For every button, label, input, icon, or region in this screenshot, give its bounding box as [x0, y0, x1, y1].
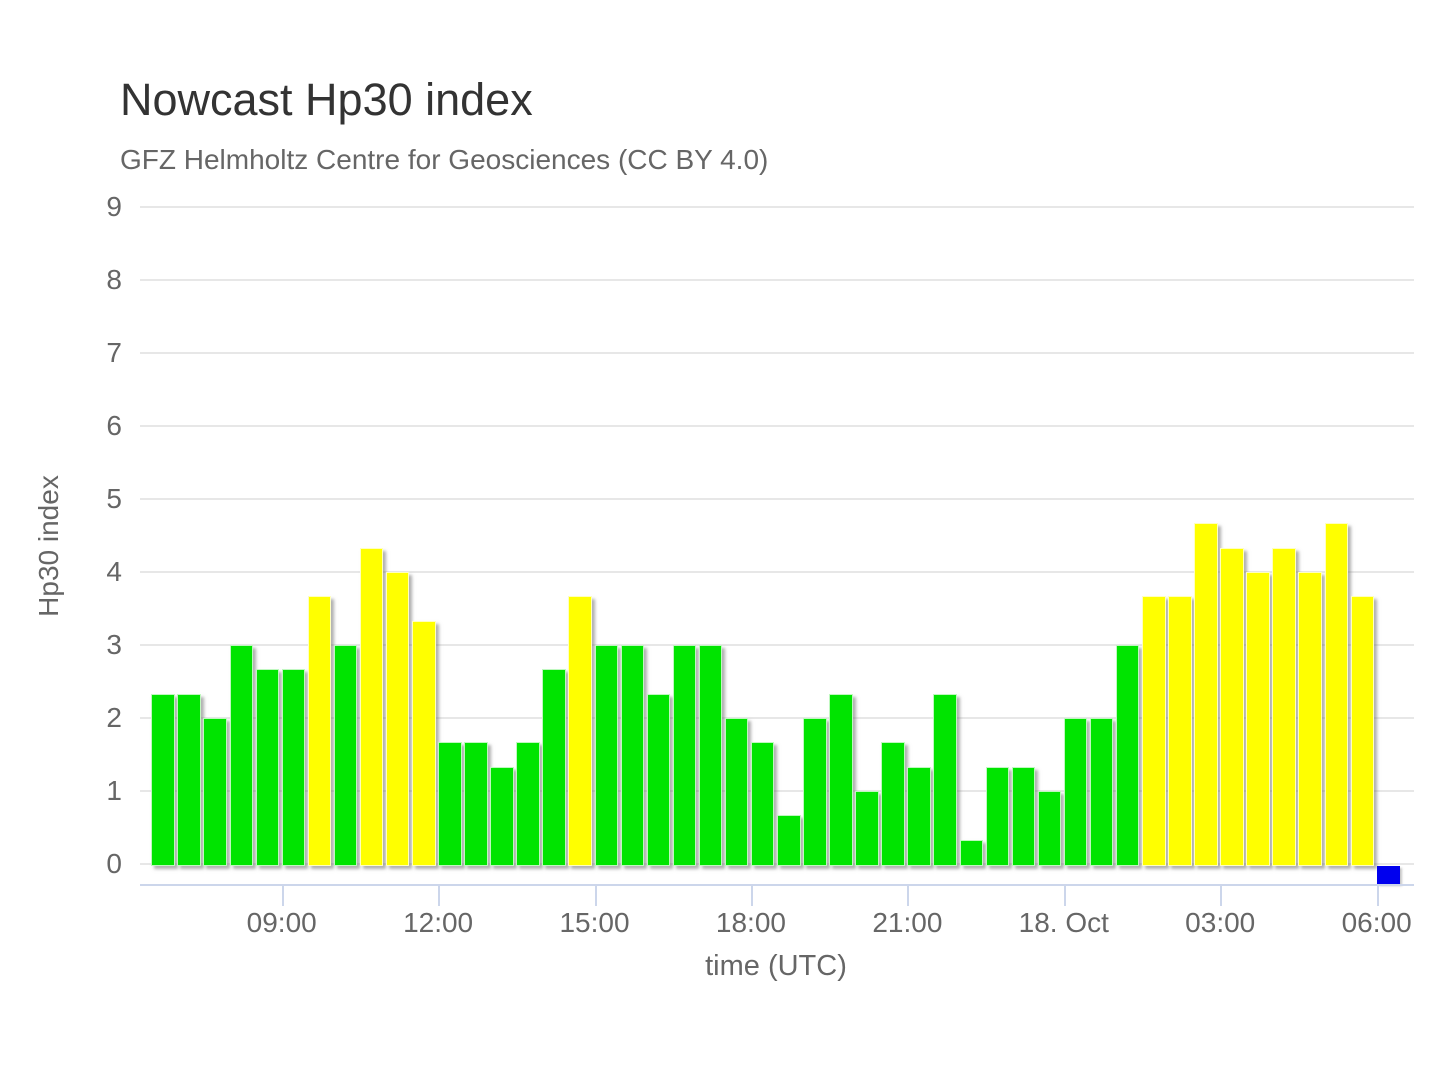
hp30-bar-02:00[interactable]	[1168, 596, 1192, 866]
plot-area	[140, 206, 1414, 884]
y-axis-label-6: 6	[106, 410, 122, 441]
y-axis-label-3: 3	[106, 629, 122, 660]
hp30-bar-14:00[interactable]	[542, 669, 566, 866]
hp30-bar-21:30[interactable]	[933, 693, 957, 866]
hp30-bar-05:00[interactable]	[1324, 523, 1348, 866]
hp30-bar-05:30[interactable]	[1350, 596, 1375, 866]
latest-interval-marker[interactable]	[1376, 866, 1401, 884]
hp30-bar-13:00[interactable]	[490, 766, 514, 866]
hp30-bar-00:00[interactable]	[1063, 718, 1088, 866]
hp30-bar-12:00[interactable]	[438, 742, 462, 866]
gridline-6	[140, 425, 1414, 427]
x-tick-06:00	[1376, 884, 1379, 906]
hp30-bar-16:00[interactable]	[646, 693, 671, 866]
x-tick-18:00	[750, 884, 753, 906]
y-axis-label-1: 1	[106, 775, 122, 806]
y-axis-label-5: 5	[106, 483, 122, 514]
x-axis-label-09:00: 09:00	[246, 907, 317, 938]
y-axis-label-7: 7	[106, 337, 122, 368]
hp30-bar-10:00[interactable]	[333, 645, 358, 866]
hp30-bar-23:30[interactable]	[1037, 791, 1062, 866]
hp30-bar-09:00[interactable]	[281, 669, 306, 866]
hp30-bar-22:00[interactable]	[959, 839, 984, 866]
hp30-bar-20:30[interactable]	[881, 742, 905, 866]
hp30-bar-18:30[interactable]	[777, 815, 801, 866]
x-axis-label-18. Oct: 18. Oct	[1018, 907, 1109, 938]
hp30-bar-01:00[interactable]	[1115, 645, 1140, 866]
x-tick-21:00	[907, 884, 910, 906]
hp30-bar-11:00[interactable]	[385, 572, 410, 866]
hp30-bar-13:30[interactable]	[516, 742, 540, 866]
hp30-bar-22:30[interactable]	[985, 766, 1010, 866]
hp30-bar-06:30[interactable]	[151, 693, 175, 866]
hp30-bar-04:00[interactable]	[1272, 547, 1296, 866]
hp30-bar-19:00[interactable]	[803, 718, 827, 866]
gridline-3	[140, 644, 1414, 646]
hp30-bar-12:30[interactable]	[464, 742, 488, 866]
hp30-bar-03:30[interactable]	[1246, 572, 1270, 866]
x-axis-label-06:00: 06:00	[1341, 907, 1412, 938]
x-axis-title: time (UTC)	[705, 950, 847, 982]
x-axis-label-03:00: 03:00	[1185, 907, 1256, 938]
hp30-bar-08:30[interactable]	[255, 669, 280, 866]
hp30-bar-17:00[interactable]	[698, 645, 723, 866]
hp30-bar-19:30[interactable]	[829, 693, 853, 866]
hp30-bar-07:00[interactable]	[177, 693, 201, 866]
gridline-7	[140, 352, 1414, 354]
hp30-bar-15:30[interactable]	[620, 645, 645, 866]
hp30-bar-02:30[interactable]	[1194, 523, 1218, 866]
x-axis-label-18:00: 18:00	[715, 907, 786, 938]
hp30-bar-17:30[interactable]	[724, 718, 749, 866]
hp30-bar-21:00[interactable]	[907, 766, 931, 866]
gridline-2	[140, 717, 1414, 719]
hp30-bar-00:30[interactable]	[1089, 718, 1114, 866]
hp30-bar-10:30[interactable]	[359, 547, 384, 866]
chart-subtitle: GFZ Helmholtz Centre for Geosciences (CC…	[120, 144, 769, 175]
gridline-8	[140, 279, 1414, 281]
x-axis-label-21:00: 21:00	[872, 907, 943, 938]
x-axis-label-15:00: 15:00	[559, 907, 630, 938]
y-axis-title: Hp30 index	[33, 475, 64, 617]
y-axis-label-9: 9	[106, 191, 122, 222]
x-tick-18. Oct	[1063, 884, 1066, 906]
x-tick-12:00	[438, 884, 441, 906]
hp30-bar-04:30[interactable]	[1298, 572, 1322, 866]
hp30-bar-18:00[interactable]	[750, 742, 775, 866]
hp30-bar-01:30[interactable]	[1142, 596, 1166, 866]
hp30-bar-14:30[interactable]	[568, 596, 592, 866]
x-tick-15:00	[594, 884, 597, 906]
y-axis-label-8: 8	[106, 264, 122, 295]
gridline-1	[140, 790, 1414, 792]
hp30-bar-23:00[interactable]	[1011, 766, 1036, 866]
hp30-bar-08:00[interactable]	[229, 645, 254, 866]
x-axis-line	[140, 884, 1414, 886]
y-axis-label-4: 4	[106, 556, 122, 587]
gridline-5	[140, 498, 1414, 500]
hp30-bar-11:30[interactable]	[412, 620, 436, 866]
y-axis-label-0: 0	[106, 848, 122, 879]
chart-title: Nowcast Hp30 index	[120, 74, 533, 125]
hp30-bar-20:00[interactable]	[855, 791, 879, 866]
hp30-bar-15:00[interactable]	[594, 645, 619, 866]
hp30-bar-09:30[interactable]	[307, 596, 332, 866]
x-tick-09:00	[281, 884, 284, 906]
y-axis-label-2: 2	[106, 702, 122, 733]
hp30-bar-07:30[interactable]	[203, 718, 227, 866]
gridline-9	[140, 206, 1414, 208]
hp30-bar-03:00[interactable]	[1220, 547, 1244, 866]
x-axis-label-12:00: 12:00	[403, 907, 474, 938]
x-tick-03:00	[1220, 884, 1223, 906]
gridline-4	[140, 571, 1414, 573]
gridline-0	[140, 863, 1414, 865]
hp30-bar-16:30[interactable]	[672, 645, 697, 866]
